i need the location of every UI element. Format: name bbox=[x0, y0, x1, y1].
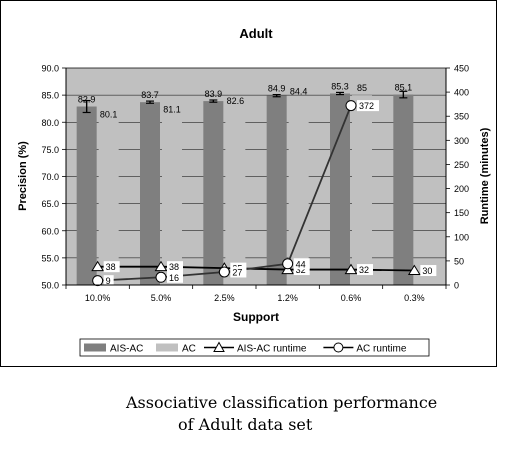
line-label-bg bbox=[103, 275, 114, 287]
bar bbox=[330, 93, 350, 285]
caption-line-2: of Adult data set bbox=[178, 415, 313, 434]
line-data-label: 38 bbox=[169, 262, 179, 272]
line-label-bg bbox=[230, 266, 247, 278]
data-labels: 82.9 83.7 83.9 84.9 85.3 85.1 80.1 81.1 82.6 84.4… bbox=[78, 81, 437, 287]
line-data-label: 30 bbox=[422, 266, 432, 276]
legend-swatch bbox=[84, 343, 106, 352]
bar-data-label: 81.1 bbox=[163, 104, 181, 114]
axes: 50.0 55.0 60.0 65.0 70.0 75.0 80.0 85.0 90.0 0 50 1… bbox=[41, 64, 469, 304]
triangle-marker bbox=[407, 264, 421, 276]
line-label-bg bbox=[357, 100, 379, 112]
bar bbox=[352, 95, 372, 285]
bar-data-label: 83.7 bbox=[141, 90, 159, 100]
line-data-label: 32 bbox=[359, 265, 369, 275]
circle-marker bbox=[345, 100, 357, 112]
line-label-bg bbox=[167, 261, 183, 273]
y2-tick-label: 200 bbox=[454, 184, 469, 194]
bar-data-label: 82.6 bbox=[227, 96, 245, 106]
y-tick-label: 70.0 bbox=[41, 172, 59, 182]
bar-data-label: 85.3 bbox=[331, 81, 349, 91]
y-tick-label: 85.0 bbox=[41, 91, 59, 101]
triangle-marker bbox=[344, 263, 358, 275]
y-tick-label: 65.0 bbox=[41, 199, 59, 209]
x-tick-label: 2.5% bbox=[214, 293, 235, 303]
legend-box bbox=[79, 338, 430, 357]
y-tick-label: 75.0 bbox=[41, 145, 59, 155]
x-tick-label: 5.0% bbox=[151, 293, 172, 303]
line-data-label: 44 bbox=[296, 259, 306, 269]
line-label-bg bbox=[167, 271, 183, 283]
legend: AIS-AC AC AIS-AC runtime AC runtime bbox=[79, 338, 430, 357]
bar-data-label: 85 bbox=[357, 83, 367, 93]
legend-label: AIS-AC runtime bbox=[237, 344, 307, 355]
chart: 82.9 83.7 83.9 84.9 85.3 85.1 80.1 81.1 82.6 84.4… bbox=[0, 0, 497, 367]
line-data-label: 372 bbox=[359, 101, 374, 111]
bar-data-label: 82.9 bbox=[78, 95, 96, 105]
y-axis-title: Precision (%) bbox=[17, 141, 29, 211]
y-tick-label: 80.0 bbox=[41, 118, 59, 128]
line-data-label: 16 bbox=[169, 273, 179, 283]
circle-marker bbox=[282, 258, 294, 270]
error-bars bbox=[82, 90, 408, 114]
bar-data-label: 84.9 bbox=[268, 84, 286, 94]
line-label-bg bbox=[357, 264, 373, 276]
legend-swatch bbox=[156, 343, 178, 352]
y2-axis-title: Runtime (minutes) bbox=[479, 127, 491, 224]
y-tick-label: 60.0 bbox=[41, 226, 59, 236]
line-label-bg bbox=[103, 261, 120, 273]
x-tick-label: 0.6% bbox=[341, 293, 362, 303]
legend-label: AC runtime bbox=[356, 344, 406, 355]
bar-data-label: 84.4 bbox=[290, 86, 308, 96]
x-tick-label: 1.2% bbox=[277, 293, 298, 303]
bar-data-label: 80.1 bbox=[100, 110, 118, 120]
x-tick-label: 10.0% bbox=[85, 293, 111, 303]
legend-circle-marker bbox=[333, 342, 344, 353]
y2-tick-label: 400 bbox=[454, 88, 469, 98]
circle-marker bbox=[218, 266, 230, 278]
y2-tick-label: 50 bbox=[454, 256, 464, 266]
bar bbox=[162, 116, 182, 285]
line-label-bg bbox=[293, 264, 310, 276]
y2-tick-label: 0 bbox=[454, 281, 459, 291]
y2-tick-label: 350 bbox=[454, 112, 469, 122]
circle-marker bbox=[92, 275, 104, 287]
bar-data-label: 83.9 bbox=[205, 89, 223, 99]
y2-tick-label: 150 bbox=[454, 208, 469, 218]
line-label-bg bbox=[293, 258, 310, 270]
y2-tick-label: 300 bbox=[454, 136, 469, 146]
circle-marker bbox=[155, 271, 167, 283]
y2-tick-label: 250 bbox=[454, 160, 469, 170]
bar bbox=[76, 106, 97, 285]
y2-tick-label: 450 bbox=[454, 64, 469, 74]
bar-data-label: 85.1 bbox=[395, 83, 413, 93]
legend-label: AC bbox=[182, 344, 196, 355]
line-label-bg bbox=[420, 265, 437, 277]
legend-label: AIS-AC bbox=[110, 344, 143, 355]
line-data-label: 27 bbox=[232, 267, 242, 277]
bar bbox=[140, 102, 160, 286]
y-tick-label: 55.0 bbox=[41, 253, 59, 263]
chart-title: Adult bbox=[239, 26, 273, 41]
bar bbox=[393, 94, 414, 286]
line-data-label: 32 bbox=[296, 265, 306, 275]
y-tick-label: 50.0 bbox=[41, 281, 59, 291]
bar bbox=[288, 98, 309, 285]
legend-triangle-marker bbox=[213, 341, 225, 352]
bar bbox=[266, 95, 287, 285]
bar bbox=[225, 108, 246, 286]
y-tick-label: 90.0 bbox=[41, 64, 59, 74]
triangle-marker bbox=[154, 260, 168, 272]
bar bbox=[98, 121, 119, 286]
grid bbox=[66, 94, 446, 259]
bar bbox=[203, 101, 224, 285]
x-axis-title: Support bbox=[233, 310, 279, 324]
bars bbox=[76, 93, 414, 286]
line-data-label: 38 bbox=[106, 262, 116, 272]
line-data-label: 9 bbox=[106, 276, 111, 286]
caption-line-1: Associative classification performance bbox=[126, 393, 438, 412]
y2-tick-label: 100 bbox=[454, 232, 469, 242]
x-tick-label: 0.3% bbox=[404, 293, 425, 303]
triangle-marker bbox=[91, 260, 105, 272]
